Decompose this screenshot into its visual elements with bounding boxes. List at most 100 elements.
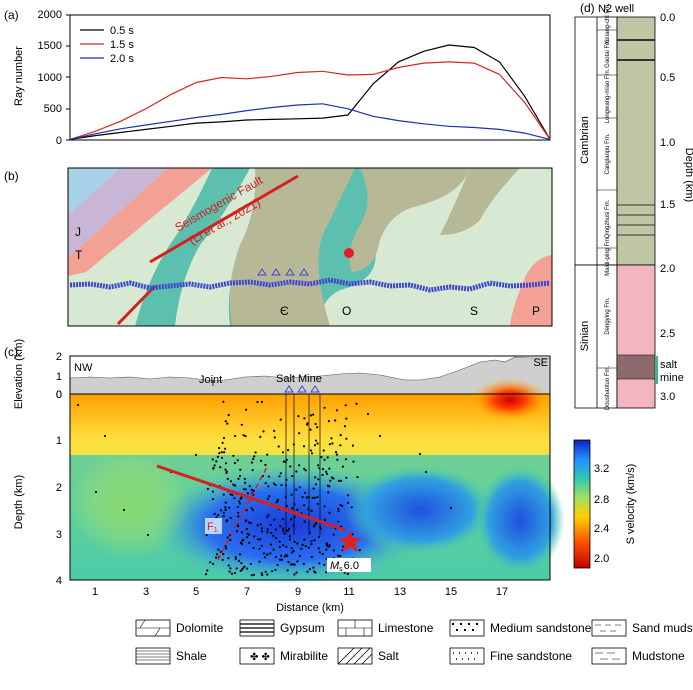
earthquake-point <box>221 558 224 562</box>
earthquake-point <box>323 518 326 522</box>
earthquake-point <box>291 507 294 510</box>
earthquake-point <box>290 493 293 496</box>
earthquake-point <box>303 538 306 541</box>
earthquake-point <box>229 493 232 496</box>
earthquake-point <box>313 444 317 447</box>
earthquake-point <box>325 472 329 475</box>
earthquake-point <box>291 551 294 554</box>
earthquake-point <box>334 419 337 422</box>
earthquake-point <box>234 484 237 487</box>
earthquake-point <box>244 435 247 438</box>
legend-item-mirabilite: ✤ ✤ Mirabilite <box>239 647 328 665</box>
earthquake-point <box>251 469 254 472</box>
earthquake-point <box>271 570 274 573</box>
formation-labels: Xixiang-chi Fm. Gaotai Fm. Longwang-miao… <box>605 3 611 410</box>
depth-tick-4: 4 <box>56 575 62 587</box>
elev-tick-2: 2 <box>56 351 62 363</box>
formation-1: Gaotai Fm. <box>605 38 611 68</box>
earthquake-point <box>278 546 281 549</box>
earthquake-point <box>326 456 329 459</box>
earthquake-point <box>308 568 311 571</box>
x-tick-15: 15 <box>445 586 457 598</box>
earthquake-point <box>226 536 229 539</box>
earthquake-point <box>339 479 343 482</box>
earthquake-point <box>225 547 228 550</box>
earthquake-point <box>292 549 295 553</box>
earthquake-point <box>310 543 313 546</box>
earthquake-point <box>351 533 354 536</box>
earthquake-point <box>267 475 270 478</box>
earthquake-point <box>291 563 294 566</box>
earthquake-point <box>303 520 306 523</box>
earthquake-point <box>325 542 328 545</box>
legend-label-0: 0.5 s <box>110 25 134 37</box>
legend-item-shale: Shale <box>135 647 207 665</box>
svg-text:✤ ✤: ✤ ✤ <box>250 652 270 663</box>
earthquake-point <box>309 428 312 431</box>
earthquake-point <box>206 487 209 490</box>
earthquake-point <box>272 534 275 537</box>
earthquake-point <box>269 523 272 526</box>
depth-tick-1: 1 <box>56 435 62 447</box>
legend-item-salt: Salt <box>337 647 399 665</box>
earthquake-point <box>256 400 259 404</box>
earthquake-point <box>260 572 263 575</box>
earthquake-point <box>325 548 328 551</box>
earthquake-point <box>227 413 230 417</box>
earthquake-point <box>310 452 314 455</box>
earthquake-point <box>282 532 285 535</box>
earthquake-point <box>224 508 227 511</box>
earthquake-point <box>290 547 293 550</box>
earthquake-point <box>328 485 331 488</box>
earthquake-point <box>286 569 289 572</box>
earthquake-point <box>264 482 267 485</box>
x-tick-3: 3 <box>143 586 149 598</box>
earthquake-point <box>223 451 226 454</box>
earthquake-point <box>321 552 324 556</box>
f1-label-box <box>205 518 222 534</box>
earthquake-point <box>253 535 256 538</box>
elev-tick-1: 1 <box>56 371 62 383</box>
earthquake-point <box>276 498 279 501</box>
earthquake-point <box>219 466 222 469</box>
earthquake-point <box>246 567 249 570</box>
earthquake-point <box>260 400 264 404</box>
earthquake-point <box>298 432 301 435</box>
system-sinian: Sinian <box>579 321 591 352</box>
earthquake-point <box>260 459 263 462</box>
earthquake-point <box>314 476 317 479</box>
earthquake-point <box>243 565 246 568</box>
earthquake-point <box>295 571 298 574</box>
well-depth-4: 2.0 <box>660 263 675 275</box>
salt-mine-icons <box>257 268 309 276</box>
earthquake-point <box>341 505 344 508</box>
earthquake-point <box>274 483 277 487</box>
earthquake-point <box>256 524 259 527</box>
earthquake-point <box>236 459 239 462</box>
earthquake-point <box>262 552 266 555</box>
earthquake-point <box>330 476 333 479</box>
earthquake-point <box>298 486 301 489</box>
earthquake-point <box>248 485 251 488</box>
earthquake-point <box>222 400 225 403</box>
earthquake-point <box>269 552 272 555</box>
earthquake-point <box>266 497 269 500</box>
earthquake-point <box>313 570 316 573</box>
earthquake-point <box>220 509 223 512</box>
panel-a-ytick-1: 500 <box>44 103 62 115</box>
earthquake-point <box>276 563 279 567</box>
earthquake-point <box>339 503 342 506</box>
earthquake-point <box>266 516 269 519</box>
earthquake-point <box>236 505 239 509</box>
well-depth-0: 0.0 <box>660 12 675 24</box>
earthquake-point <box>284 461 287 464</box>
earthquake-point <box>266 531 269 534</box>
earthquake-point <box>304 469 307 472</box>
earthquake-point <box>335 409 338 412</box>
label-se: SE <box>533 357 548 369</box>
earthquake-point <box>295 488 298 491</box>
x-tick-7: 7 <box>244 586 250 598</box>
earthquake-point <box>311 496 314 499</box>
well-depth-5: 2.5 <box>660 328 675 340</box>
